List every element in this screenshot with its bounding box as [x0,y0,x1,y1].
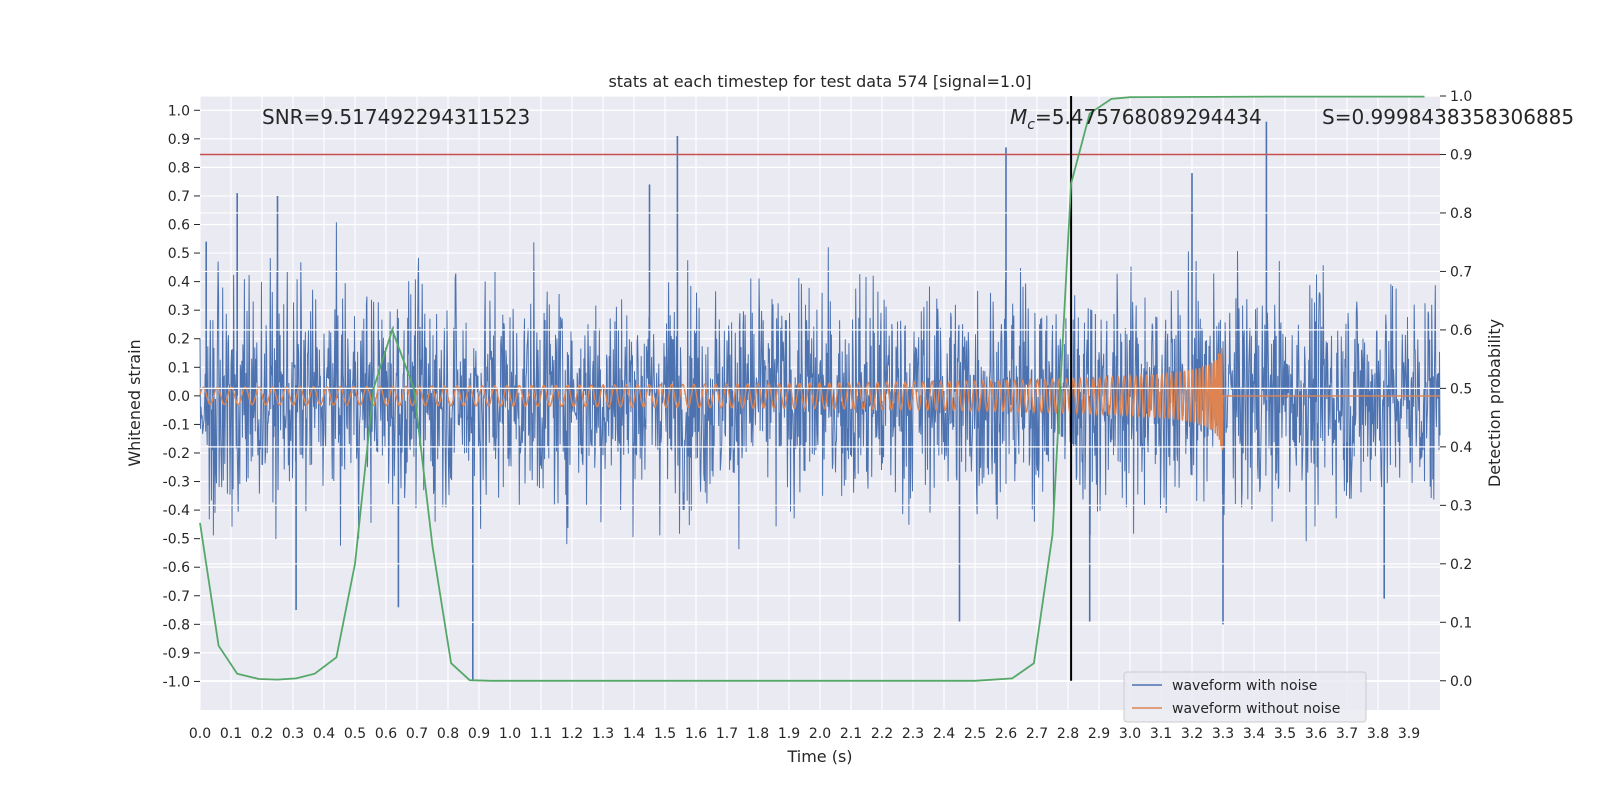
grid [199,96,1440,710]
chirp-mass-subscript: c [1027,117,1035,133]
y-axis-label: Whitened strain [125,339,144,466]
x-tick-label: 1.4 [623,726,645,742]
probability-trace [199,95,1425,682]
x-tick-label: 0.5 [344,726,366,742]
x-tick-label: 1.3 [592,726,614,742]
chirp-mass-annotation: Mc=5.475768089294434 [1010,105,1262,133]
right-y-tick-label: 0.7 [1450,264,1472,280]
y-tick-label: 0.9 [168,132,190,148]
x-tick-label: 1.0 [499,726,521,742]
right-y-tick-label: 0.5 [1450,381,1472,397]
x-axis-ticks: 0.0 0.1 0.2 0.3 0.4 0.5 0.6 0.7 0.8 0.9 1.0 1.1 1.2 1… [189,726,1420,742]
x-tick-label: 3.8 [1367,726,1389,742]
x-tick-label: 1.9 [778,726,800,742]
x-tick-label: 3.4 [1243,726,1265,742]
right-y-tick-label: 0.8 [1450,206,1472,222]
right-y-tick-label: 0.1 [1450,615,1472,631]
y-tick-label: -0.1 [163,417,190,433]
right-y-tick-label: 0.9 [1450,147,1472,163]
x-tick-label: 0.6 [375,726,397,742]
x-tick-label: 0.3 [282,726,304,742]
y-tick-label: 0.7 [168,189,190,205]
x-tick-label: 3.5 [1274,726,1296,742]
score-annotation: S=0.9998438358306885 [1322,105,1574,129]
x-tick-label: 2.1 [840,726,862,742]
legend: waveform with noise waveform without noi… [1123,671,1367,723]
y-tick-label: -0.6 [163,560,190,576]
x-tick-label: 0.8 [437,726,459,742]
snr-annotation: SNR=9.517492294311523 [262,105,530,129]
x-tick-label: 3.9 [1398,726,1420,742]
right-y-tick-label: 0.0 [1450,674,1472,690]
y-tick-label: 0.2 [168,332,190,348]
x-tick-label: 2.4 [933,726,955,742]
x-axis-label: Time (s) [786,747,852,766]
chirp-mass-value: =5.475768089294434 [1035,105,1262,129]
right-y-tick-label: 0.6 [1450,323,1472,339]
y-tick-label: 0.6 [168,218,190,234]
y-tick-label: 0.1 [168,360,190,376]
x-tick-label: 2.9 [1088,726,1110,742]
y-tick-label: -0.5 [163,532,190,548]
x-tick-label: 3.0 [1119,726,1141,742]
x-tick-label: 1.7 [716,726,738,742]
x-tick-label: 0.2 [251,726,273,742]
chart-title: stats at each timestep for test data 574… [608,72,1031,91]
right-y-axis-label: Detection probability [1485,319,1504,487]
y-tick-label: 1.0 [168,103,190,119]
right-y-tick-label: 0.3 [1450,498,1472,514]
x-tick-label: 3.3 [1212,726,1234,742]
x-tick-label: 2.6 [995,726,1017,742]
x-tick-label: 3.1 [1150,726,1172,742]
legend-label-with-noise: waveform with noise [1172,678,1317,694]
x-tick-label: 2.2 [871,726,893,742]
right-y-tick-label: 0.4 [1450,440,1472,456]
y-tick-label: 0.3 [168,303,190,319]
x-tick-label: 2.3 [902,726,924,742]
x-tick-label: 2.5 [964,726,986,742]
x-tick-label: 1.5 [654,726,676,742]
y-tick-label: -0.2 [163,446,190,462]
right-y-axis-ticks: 1.0 0.9 0.8 0.7 0.6 0.5 0.4 0.3 0.2 0.1 0.0 [1440,89,1472,690]
x-tick-label: 3.6 [1305,726,1327,742]
y-tick-label: 0.5 [168,246,190,262]
y-axis-ticks: 1.0 0.9 0.8 0.7 0.6 0.5 0.4 0.3 0.2 0.1 0.0 -0.1 -0.… [163,103,200,690]
noise-trace [199,222,1441,550]
legend-box [1123,671,1367,723]
series-detection-probability [199,95,1425,682]
x-tick-label: 1.8 [747,726,769,742]
x-tick-label: 0.9 [468,726,490,742]
series-waveform-without-noise [199,348,1440,450]
x-tick-label: 0.7 [406,726,428,742]
x-tick-label: 3.2 [1181,726,1203,742]
chirp-mass-symbol: M [1010,105,1027,129]
x-tick-label: 0.1 [220,726,242,742]
x-tick-label: 2.8 [1057,726,1079,742]
y-tick-label: -0.9 [163,646,190,662]
x-tick-label: 3.7 [1336,726,1358,742]
y-tick-label: 0.8 [168,160,190,176]
y-tick-label: -0.3 [163,475,190,491]
y-tick-label: -0.8 [163,617,190,633]
x-tick-label: 2.0 [809,726,831,742]
x-tick-label: 1.2 [561,726,583,742]
x-tick-label: 0.4 [313,726,335,742]
right-y-tick-label: 1.0 [1450,89,1472,105]
x-tick-label: 1.6 [685,726,707,742]
y-tick-label: 0.4 [168,275,190,291]
legend-label-without-noise: waveform without noise [1172,701,1340,717]
x-tick-label: 1.1 [530,726,552,742]
y-tick-label: 0.0 [168,389,190,405]
y-tick-label: -0.4 [163,503,190,519]
x-tick-label: 2.7 [1026,726,1048,742]
y-tick-label: -1.0 [163,674,190,690]
chirp-trace [199,348,1440,450]
right-y-tick-label: 0.2 [1450,557,1472,573]
y-tick-label: -0.7 [163,589,190,605]
x-tick-label: 0.0 [189,726,211,742]
